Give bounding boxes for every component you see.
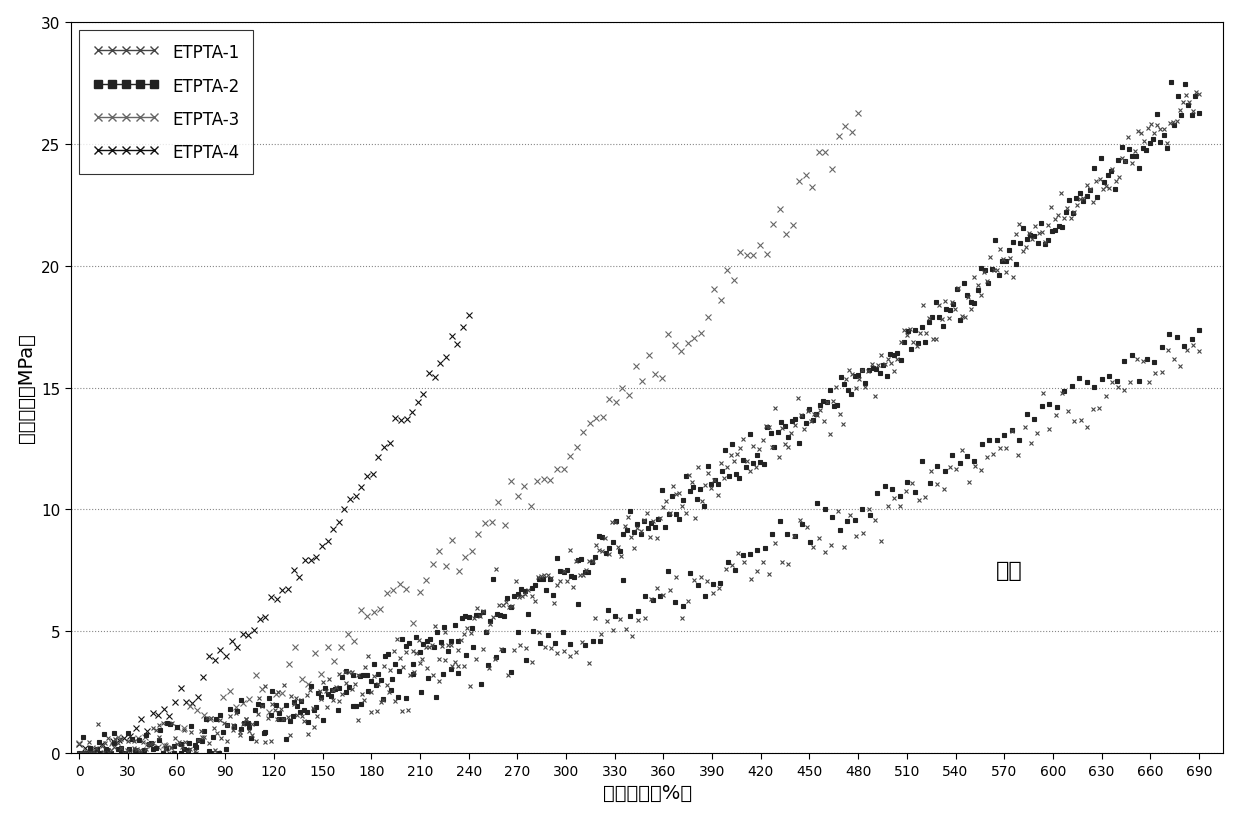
- X-axis label: 拉伸应变（%）: 拉伸应变（%）: [603, 784, 692, 803]
- ETPTA-2: [1163, 78, 1178, 88]
- ETPTA-4: [461, 311, 476, 321]
- ETPTA-4: [72, 739, 87, 749]
- ETPTA-3: [693, 329, 708, 339]
- ETPTA-3: [242, 695, 257, 704]
- Text: 卸载: 卸载: [996, 561, 1023, 581]
- ETPTA-2: [992, 270, 1007, 280]
- ETPTA-2: [72, 749, 87, 758]
- ETPTA-4: [291, 572, 306, 582]
- ETPTA-3: [851, 109, 866, 119]
- Line: ETPTA-3: ETPTA-3: [77, 111, 861, 756]
- Legend: ETPTA-1, ETPTA-2, ETPTA-3, ETPTA-4: ETPTA-1, ETPTA-2, ETPTA-3, ETPTA-4: [79, 31, 253, 175]
- ETPTA-3: [92, 749, 107, 758]
- Line: ETPTA-1: ETPTA-1: [77, 90, 1202, 756]
- ETPTA-1: [1192, 90, 1207, 100]
- ETPTA-1: [370, 679, 384, 689]
- ETPTA-1: [733, 443, 748, 453]
- ETPTA-2: [651, 514, 666, 524]
- ETPTA-1: [1143, 120, 1158, 130]
- ETPTA-2: [1055, 223, 1070, 233]
- Y-axis label: 拉伸应力（MPa）: 拉伸应力（MPa）: [16, 333, 36, 443]
- ETPTA-1: [668, 490, 683, 500]
- ETPTA-4: [83, 749, 98, 758]
- ETPTA-4: [410, 397, 425, 407]
- ETPTA-2: [1192, 109, 1207, 119]
- ETPTA-4: [404, 407, 419, 417]
- ETPTA-3: [72, 738, 87, 748]
- ETPTA-3: [511, 491, 526, 501]
- ETPTA-2: [862, 365, 877, 375]
- ETPTA-4: [167, 698, 182, 708]
- ETPTA-1: [1176, 98, 1190, 108]
- ETPTA-2: [875, 361, 890, 371]
- ETPTA-3: [615, 383, 630, 393]
- ETPTA-4: [196, 672, 211, 682]
- Line: ETPTA-4: ETPTA-4: [77, 313, 471, 756]
- ETPTA-1: [588, 541, 603, 550]
- ETPTA-2: [233, 695, 248, 705]
- ETPTA-4: [128, 723, 143, 733]
- ETPTA-1: [72, 749, 87, 758]
- ETPTA-1: [1188, 88, 1203, 97]
- Line: ETPTA-2: ETPTA-2: [77, 80, 1202, 756]
- ETPTA-3: [831, 133, 846, 143]
- ETPTA-3: [288, 642, 303, 652]
